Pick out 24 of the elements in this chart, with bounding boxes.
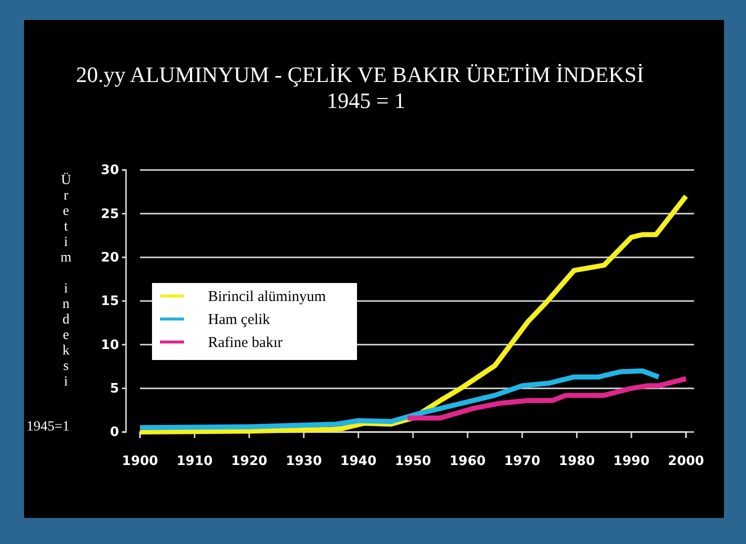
legend-label: Rafine bakır [208, 335, 283, 351]
y-tick-label: 10 [100, 338, 119, 353]
x-tick-label: 1930 [286, 454, 322, 470]
x-tick-label: 1960 [450, 454, 486, 470]
x-tick-label: 1910 [176, 454, 213, 470]
x-tick-label: 1920 [231, 454, 268, 470]
y-tick-label: 15 [100, 294, 119, 310]
y-tick-label: 25 [100, 206, 119, 222]
x-tick-label: 1950 [394, 454, 432, 470]
chart-subtitle: 1945 = 1 [326, 88, 406, 113]
x-tick-label: 1940 [340, 454, 376, 470]
x-tick-label: 1990 [613, 454, 650, 470]
text: Üretim indeksi 1945=1 [26, 173, 72, 434]
y-tick-label: 30 [100, 163, 119, 178]
legend-label: Birincil alüminyum [208, 289, 326, 305]
legend-label: Ham çelik [208, 312, 271, 328]
x-tick-label: 1970 [504, 454, 540, 470]
y-tick-label: 20 [100, 250, 119, 266]
x-tick-label: 1900 [122, 454, 158, 470]
y-tick-label: 5 [110, 381, 119, 396]
x-tick-label: 2000 [668, 454, 704, 470]
y-tick-label: 0 [110, 425, 119, 440]
x-tick-label: 1980 [558, 454, 595, 470]
chart-title: 20.yy ALUMINYUM - ÇELİK VE BAKIR ÜRETİM İNDEKSİ [76, 62, 644, 87]
